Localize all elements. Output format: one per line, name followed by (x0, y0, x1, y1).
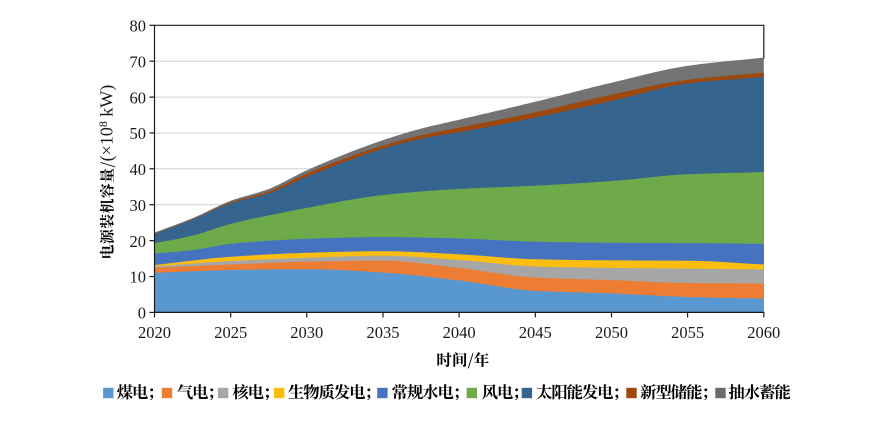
svg-text:0: 0 (138, 304, 146, 323)
svg-text:2020: 2020 (138, 323, 171, 342)
svg-text:70: 70 (130, 52, 147, 71)
svg-text:2045: 2045 (519, 323, 552, 342)
svg-text:2060: 2060 (747, 323, 780, 342)
svg-text:50: 50 (130, 124, 147, 143)
svg-text:(×108 kW): (×108 kW) (96, 85, 118, 162)
svg-text:10: 10 (130, 268, 147, 287)
svg-text:2055: 2055 (671, 323, 704, 342)
svg-text:80: 80 (130, 17, 147, 36)
svg-text:60: 60 (130, 88, 147, 107)
svg-text:2035: 2035 (367, 323, 400, 342)
svg-text:20: 20 (130, 232, 147, 251)
svg-text:30: 30 (130, 196, 147, 215)
svg-text:2030: 2030 (290, 323, 323, 342)
svg-text:2025: 2025 (214, 323, 247, 342)
svg-text:2040: 2040 (443, 323, 476, 342)
svg-text:2050: 2050 (595, 323, 628, 342)
svg-text:40: 40 (130, 160, 147, 179)
